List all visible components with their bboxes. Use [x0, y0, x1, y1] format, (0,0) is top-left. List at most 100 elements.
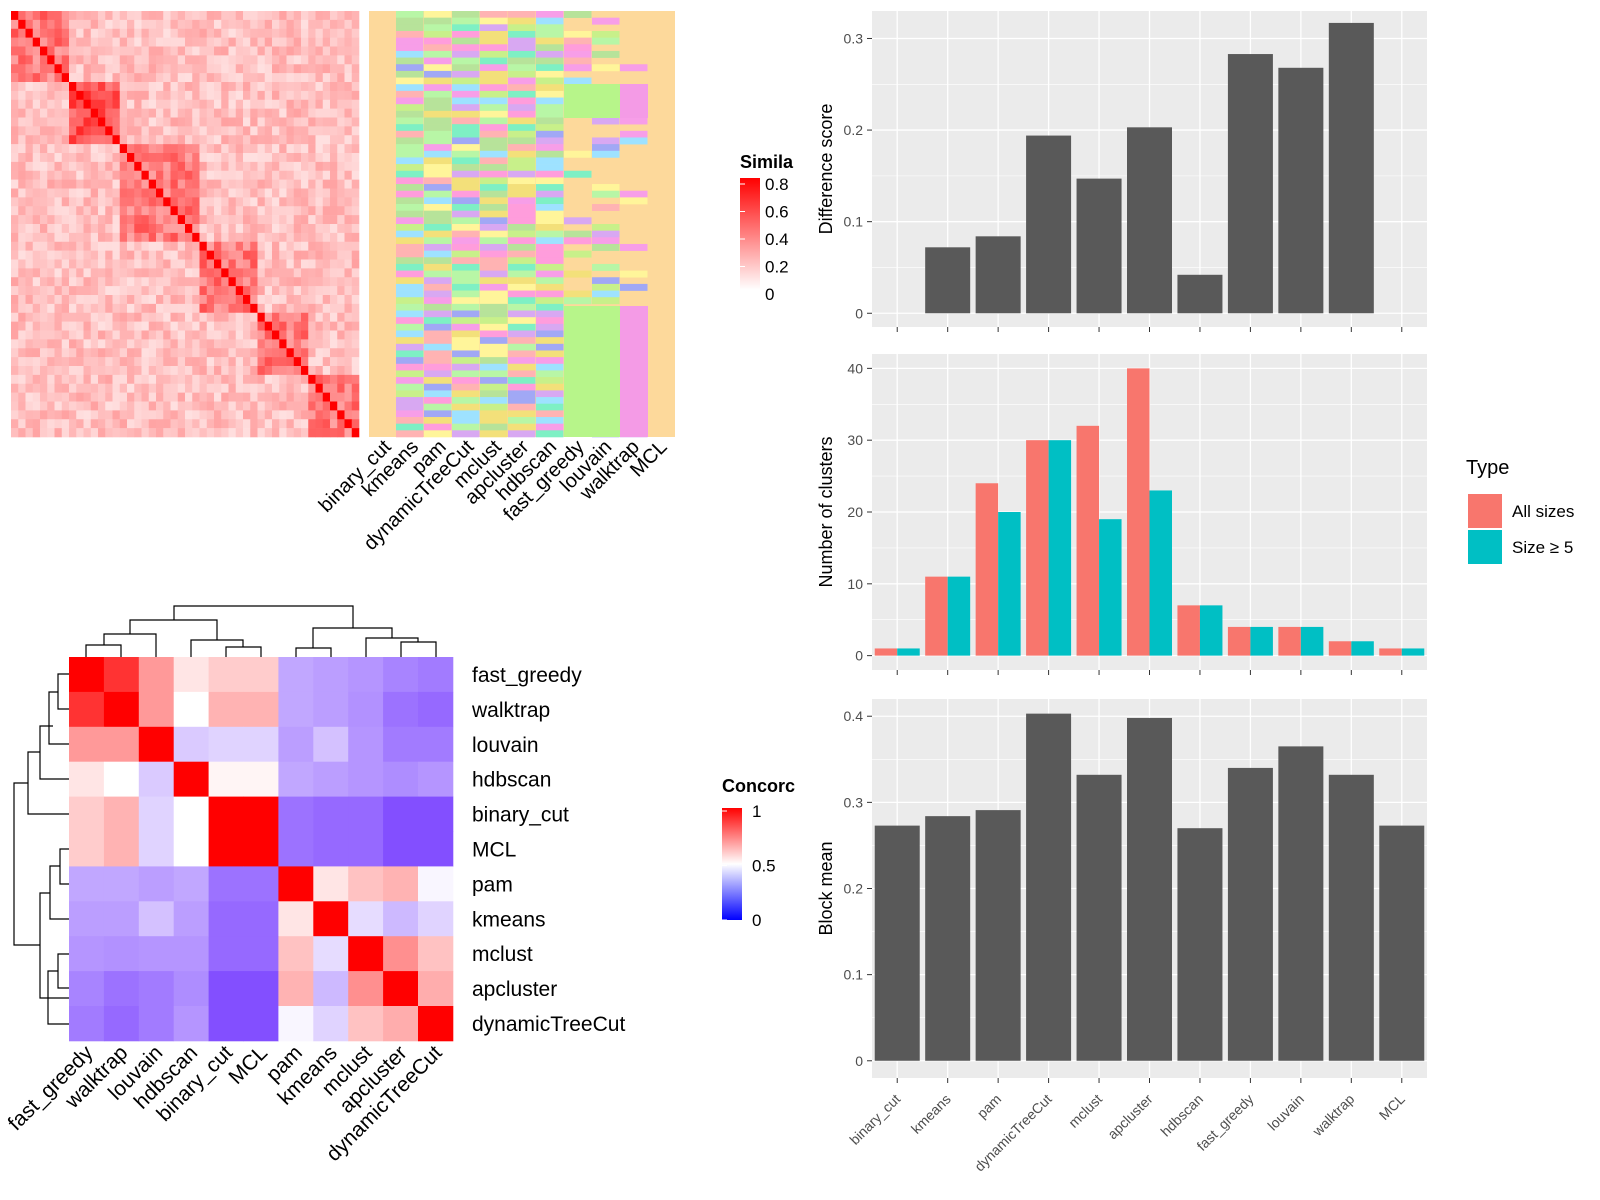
- similarity-cell: [293, 188, 302, 198]
- similarity-cell: [134, 161, 142, 172]
- similarity-cell: [250, 312, 258, 322]
- annotation-cell: [592, 137, 620, 145]
- concordance-cell: [103, 796, 140, 832]
- similarity-cell: [221, 277, 229, 287]
- similarity-cell: [18, 153, 26, 163]
- similarity-cell: [98, 73, 106, 83]
- y-tick-label: 40: [847, 360, 863, 376]
- similarity-cell: [243, 383, 251, 393]
- similarity-cell: [69, 286, 77, 296]
- annotation-cell: [396, 243, 424, 251]
- similarity-cell: [337, 224, 345, 234]
- concordance-cell: [103, 1006, 140, 1042]
- similarity-cell: [177, 392, 186, 402]
- bar: [1177, 274, 1223, 314]
- similarity-cell: [163, 28, 171, 38]
- similarity-cell: [199, 286, 208, 296]
- similarity-cell: [301, 428, 309, 438]
- dendrogram-branch: [225, 646, 262, 657]
- similarity-cell: [105, 312, 113, 322]
- annotation-cell: [480, 337, 508, 345]
- similarity-cell: [156, 268, 164, 278]
- similarity-cell: [308, 410, 316, 420]
- similarity-cell: [286, 108, 295, 118]
- similarity-cell: [286, 188, 295, 198]
- similarity-cell: [90, 268, 99, 278]
- concordance-cell: [278, 691, 314, 728]
- annotation-cell: [452, 270, 480, 278]
- similarity-cell: [308, 366, 316, 376]
- annotation-cell: [424, 84, 452, 92]
- similarity-cell: [337, 312, 345, 322]
- similarity-cell: [185, 250, 193, 260]
- similarity-cell: [25, 126, 34, 136]
- similarity-cell: [83, 286, 92, 296]
- annotation-cell: [508, 197, 536, 205]
- concordance-cell: [348, 726, 384, 763]
- similarity-cell: [11, 73, 19, 83]
- similarity-cell: [25, 11, 34, 21]
- similarity-cell: [163, 161, 171, 172]
- similarity-cell: [206, 99, 215, 109]
- concordance-cell: [348, 691, 384, 728]
- similarity-cell: [330, 126, 338, 136]
- similarity-cell: [18, 428, 26, 438]
- similarity-cell: [76, 428, 84, 438]
- similarity-cell: [61, 419, 70, 429]
- annotation-cell: [396, 303, 424, 311]
- similarity-cell: [83, 170, 92, 180]
- similarity-cell: [25, 188, 34, 198]
- similarity-cell: [98, 179, 106, 189]
- legend-key-size5: [1468, 530, 1502, 564]
- similarity-cell: [32, 357, 41, 367]
- similarity-cell: [18, 339, 26, 349]
- annotation-cell: [424, 217, 452, 225]
- similarity-cell: [185, 241, 193, 251]
- similarity-cell: [279, 64, 287, 74]
- similarity-cell: [308, 135, 316, 145]
- similarity-cell: [83, 348, 92, 358]
- similarity-cell: [112, 428, 121, 438]
- similarity-cell: [134, 268, 142, 278]
- concordance-cell: [243, 971, 279, 1007]
- similarity-cell: [83, 277, 92, 287]
- similarity-cell: [344, 179, 353, 189]
- concordance-cell: [69, 726, 105, 763]
- similarity-cell: [11, 179, 19, 189]
- similarity-cell: [337, 19, 345, 30]
- similarity-cell: [214, 401, 222, 411]
- annotation-cell: [480, 90, 508, 98]
- similarity-cell: [54, 161, 63, 172]
- similarity-cell: [257, 108, 266, 118]
- similarity-cell: [243, 241, 251, 251]
- similarity-cell: [148, 383, 157, 393]
- similarity-cell: [25, 215, 34, 225]
- similarity-cell: [32, 108, 41, 118]
- similarity-cell: [54, 179, 63, 189]
- similarity-cell: [69, 117, 77, 127]
- similarity-cell: [351, 419, 360, 429]
- similarity-cell: [250, 82, 258, 92]
- similarity-cell: [279, 286, 287, 296]
- similarity-cell: [192, 108, 200, 118]
- similarity-cell: [98, 224, 106, 234]
- annotation-cell: [508, 30, 536, 38]
- similarity-cell: [185, 419, 193, 429]
- similarity-cell: [214, 268, 222, 278]
- similarity-cell: [18, 224, 26, 234]
- similarity-cell: [40, 90, 48, 101]
- similarity-cell: [156, 286, 164, 296]
- bar-size5: [1149, 490, 1172, 656]
- similarity-cell: [11, 82, 19, 92]
- similarity-cell: [214, 117, 222, 127]
- similarity-cell: [235, 206, 244, 216]
- similarity-cell: [119, 179, 128, 189]
- similarity-cell: [250, 135, 258, 145]
- similarity-cell: [344, 82, 353, 92]
- similarity-cell: [272, 170, 280, 180]
- similarity-cell: [112, 286, 121, 296]
- similarity-cell: [134, 312, 142, 322]
- similarity-cell: [54, 401, 63, 411]
- similarity-cell: [351, 197, 360, 207]
- similarity-cell: [315, 99, 324, 109]
